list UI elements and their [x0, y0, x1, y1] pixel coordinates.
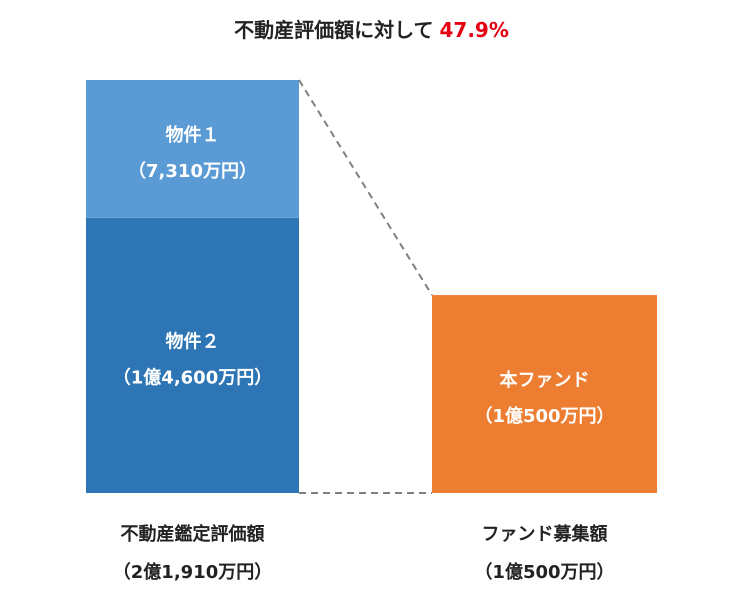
connector-line-top — [298, 79, 433, 296]
category-label: 不動産鑑定評価額 — [121, 523, 265, 545]
segment-value-label: （7,310万円） — [128, 161, 257, 182]
chart-title-text: 不動産評価額に対して — [234, 18, 434, 42]
bar-segment-1-0 — [432, 295, 657, 493]
chart-title-ratio: 47.9% — [439, 18, 509, 42]
chart-title: 不動産評価額に対して 47.9% — [0, 14, 743, 43]
segment-name-label: 物件２ — [166, 330, 220, 352]
segment-name-label: 物件１ — [166, 124, 220, 146]
segment-value-label: （1億4,600万円） — [113, 366, 272, 388]
bar-segment-0-1 — [86, 80, 299, 218]
segment-value-label: （1億500万円） — [474, 405, 614, 427]
segment-name-label: 本ファンド — [500, 369, 590, 391]
bar-segment-0-0 — [86, 217, 299, 493]
category-value-label: （1億500万円） — [474, 561, 614, 583]
category-value-label: （2億1,910万円） — [113, 561, 272, 583]
category-label: ファンド募集額 — [482, 523, 608, 545]
